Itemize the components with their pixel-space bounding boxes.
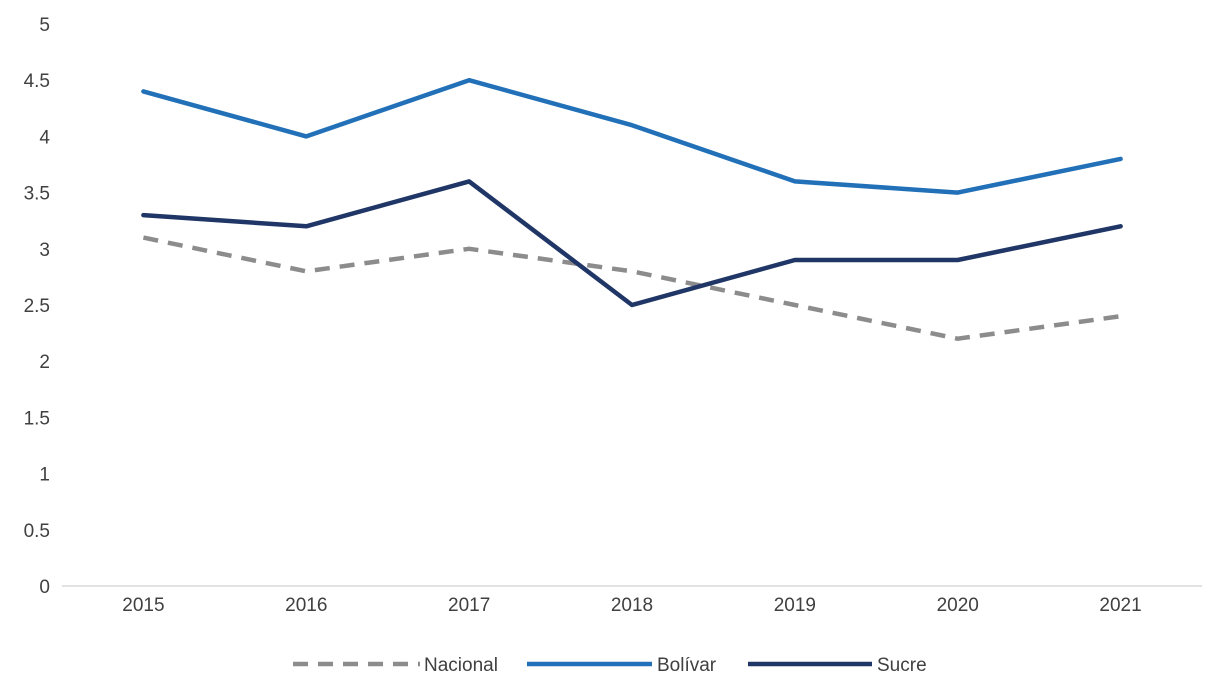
y-tick-label: 1.5 [24, 408, 50, 429]
x-tick-label: 2018 [611, 595, 653, 616]
y-tick-label: 0 [39, 577, 50, 598]
series-line-bol-var [141, 77, 1123, 195]
x-tick-label: 2015 [122, 595, 164, 616]
y-tick-label: 1 [39, 465, 50, 486]
x-tick-label: 2020 [937, 595, 979, 616]
series-line-sucre [141, 179, 1123, 308]
y-tick-label: 4.5 [24, 71, 50, 92]
x-tick-label: 2021 [1099, 595, 1141, 616]
y-tick-label: 5 [39, 15, 50, 36]
y-tick-label: 2.5 [24, 296, 50, 317]
y-tick-label: 3.5 [24, 184, 50, 205]
y-axis-tick-labels: 0 0.5 1 1.5 2 2.5 3 3.5 4 4.5 5 [24, 15, 51, 598]
legend-label: Sucre [877, 655, 927, 676]
y-tick-label: 4 [39, 127, 50, 148]
x-tick-label: 2017 [448, 595, 490, 616]
y-tick-label: 3 [39, 240, 50, 261]
x-tick-label: 2016 [285, 595, 327, 616]
legend-label: Nacional [424, 655, 498, 676]
y-tick-label: 0.5 [24, 521, 50, 542]
y-tick-label: 2 [39, 352, 50, 373]
x-tick-label: 2019 [774, 595, 816, 616]
series-line-nacional [142, 235, 1121, 341]
series-lines [141, 77, 1123, 341]
x-axis-tick-labels: 2015 2016 2017 2018 2019 2020 2021 [122, 595, 1141, 616]
legend-label: Bolívar [657, 655, 717, 676]
legend: Nacional Bolívar Sucre [293, 655, 927, 676]
